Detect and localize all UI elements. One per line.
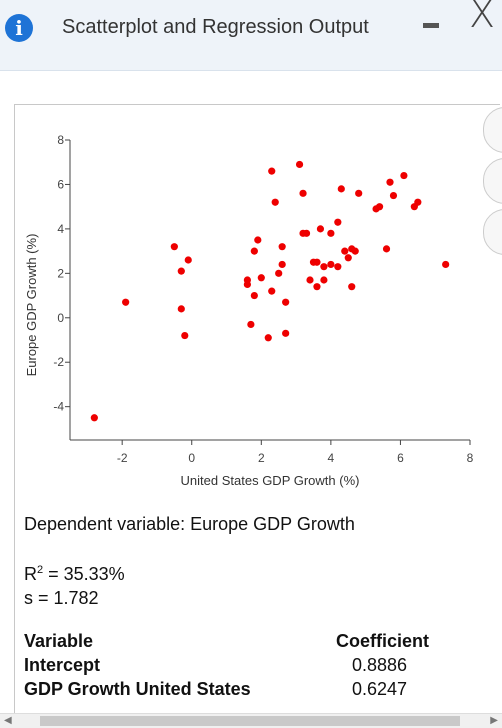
r-squared: R2 = 35.33%	[24, 564, 125, 585]
header-coefficient: Coefficient	[335, 631, 429, 651]
horizontal-scrollbar[interactable]: ◀ ▶	[0, 713, 502, 728]
minimize-button[interactable]	[420, 18, 442, 34]
r2-value: = 35.33%	[43, 564, 125, 584]
info-icon[interactable]: i	[5, 14, 33, 42]
scroll-left-icon[interactable]: ◀	[4, 715, 12, 726]
row-coefficient: 0.6247	[351, 679, 407, 699]
r2-prefix: R	[24, 564, 37, 584]
row-coefficient: 0.8886	[351, 655, 407, 675]
r2-superscript: 2	[37, 564, 44, 576]
table-row: Intercept 0.8886	[24, 655, 444, 679]
header-variable: Variable	[24, 631, 94, 651]
window-title: Scatterplot and Regression Output	[62, 16, 369, 38]
close-button[interactable]: X	[468, 0, 496, 36]
coefficient-table: Variable Coefficient Intercept 0.8886 GD…	[24, 631, 444, 703]
minus-icon	[423, 23, 439, 28]
title-bar: i Scatterplot and Regression Output X	[0, 0, 502, 71]
scroll-right-icon[interactable]: ▶	[490, 715, 498, 726]
standard-error: s = 1.782	[24, 588, 99, 608]
output-panel	[14, 104, 500, 715]
table-header: Variable Coefficient	[24, 631, 444, 655]
scrollbar-thumb[interactable]	[40, 716, 460, 726]
row-variable: GDP Growth United States	[24, 679, 251, 699]
row-variable: Intercept	[24, 655, 101, 675]
table-row: GDP Growth United States 0.6247	[24, 679, 444, 703]
dependent-variable-label: Dependent variable: Europe GDP Growth	[24, 514, 355, 534]
